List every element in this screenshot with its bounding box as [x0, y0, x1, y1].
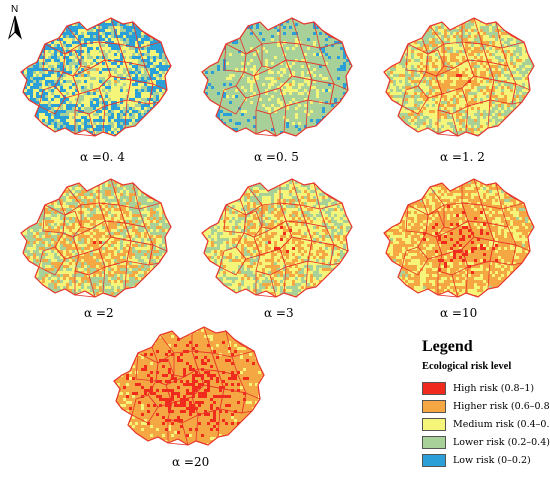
district-boundary [405, 204, 429, 234]
legend: Legend Ecological risk level High risk (… [418, 338, 550, 470]
risk-mosaic [384, 179, 534, 297]
district-boundary [417, 71, 443, 99]
legend-swatch-higher [422, 399, 446, 413]
legend-label-low: Low risk (0–0.2) [453, 454, 531, 466]
risk-map-5 [201, 178, 353, 298]
legend-title: Legend [422, 338, 473, 355]
district-boundary [42, 204, 66, 234]
legend-item-higher: Higher risk (0.6–0.8) [422, 398, 550, 414]
district-boundary [417, 232, 443, 260]
north-arrow-icon [8, 15, 22, 40]
map-panel-7 [108, 323, 268, 449]
risk-map-3 [383, 17, 535, 137]
region-outline [113, 326, 265, 446]
map-panel-6 [378, 175, 538, 301]
legend-label-higher: Higher risk (0.6–0.8) [453, 400, 550, 412]
panel-label-2: α =0. 5 [254, 150, 299, 164]
district-boundary [135, 352, 159, 382]
risk-mosaic [114, 327, 264, 445]
district-boundary [147, 380, 173, 408]
risk-mosaic [202, 18, 352, 136]
legend-label-medium: Medium risk (0.4–0.6) [453, 418, 550, 430]
region-outline [201, 178, 353, 298]
region-outline [20, 17, 172, 137]
region-outline [201, 17, 353, 137]
region-outline [383, 178, 535, 298]
map-panel-2 [196, 14, 356, 140]
legend-item-lower: Lower risk (0.2–0.4) [422, 434, 550, 450]
legend-label-lower: Lower risk (0.2–0.4) [453, 436, 550, 448]
legend-item-medium: Medium risk (0.4–0.6) [422, 416, 550, 432]
district-boundary [131, 394, 159, 424]
district-boundary [74, 248, 106, 276]
district-boundary [401, 246, 429, 276]
legend-item-high: High risk (0.8–1) [422, 380, 534, 396]
risk-map-2 [201, 17, 353, 137]
district-boundary [219, 85, 247, 115]
risk-map-6 [383, 178, 535, 298]
risk-map-7 [113, 326, 265, 446]
district-boundary [38, 246, 66, 276]
map-panel-5 [196, 175, 356, 301]
legend-swatch-low [422, 453, 446, 467]
district-boundary [405, 43, 429, 73]
risk-mosaic [21, 18, 171, 136]
legend-item-low: Low risk (0–0.2) [422, 452, 531, 468]
district-boundary [54, 232, 80, 260]
risk-map-1 [20, 17, 172, 137]
district-boundary [54, 71, 80, 99]
legend-swatch-lower [422, 435, 446, 449]
legend-swatch-high [422, 381, 446, 395]
district-boundary [255, 248, 287, 276]
legend-swatch-medium [422, 417, 446, 431]
panel-label-4: α =2 [84, 306, 114, 320]
north-arrow-label: N [11, 4, 19, 15]
north-arrow: N [6, 4, 24, 40]
district-boundary [255, 87, 287, 115]
panel-label-3: α =1. 2 [440, 150, 485, 164]
panel-label-5: α =3 [264, 306, 294, 320]
risk-map-4 [20, 178, 172, 298]
map-panel-3 [378, 14, 538, 140]
region-outline [20, 178, 172, 298]
district-boundary [223, 43, 247, 73]
district-boundary [437, 87, 469, 115]
district-boundary [437, 248, 469, 276]
legend-label-high: High risk (0.8–1) [453, 382, 535, 394]
district-boundary [235, 71, 261, 99]
risk-mosaic [202, 179, 352, 297]
region-outline [383, 17, 535, 137]
legend-subtitle: Ecological risk level [422, 361, 512, 372]
district-boundary [401, 85, 429, 115]
map-panel-1 [15, 14, 175, 140]
district-boundary [74, 87, 106, 115]
map-panel-4 [15, 175, 175, 301]
district-boundary [235, 232, 261, 260]
risk-mosaic [21, 179, 171, 297]
panel-label-6: α =10 [440, 306, 478, 320]
district-boundary [42, 43, 66, 73]
district-boundary [223, 204, 247, 234]
district-boundary [38, 85, 66, 115]
risk-mosaic [384, 18, 534, 136]
panel-label-1: α =0. 4 [80, 150, 125, 164]
panel-label-7: α =20 [172, 455, 210, 469]
district-boundary [219, 246, 247, 276]
district-boundary [167, 396, 199, 424]
